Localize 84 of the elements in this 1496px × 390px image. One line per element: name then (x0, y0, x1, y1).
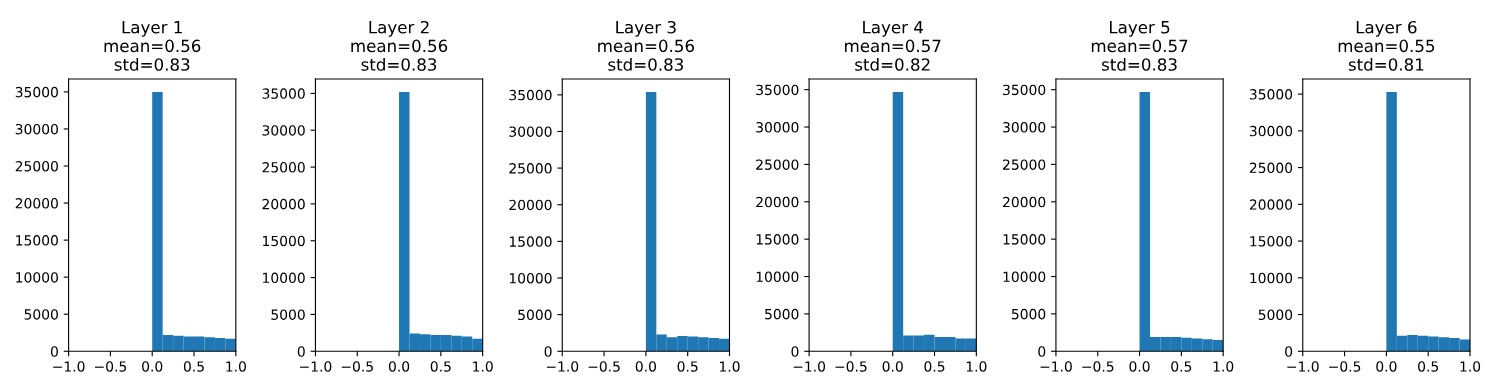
y-tick-label: 20000 (1003, 196, 1046, 208)
y-tick-label: 35000 (756, 84, 799, 96)
x-tick-label: 1.0 (1213, 361, 1234, 372)
y-tick-label: 25000 (1003, 159, 1046, 170)
y-tick-label: 5000 (271, 309, 305, 320)
x-tick-label: 1.0 (1460, 361, 1481, 372)
x-tick-label: 1.0 (473, 361, 493, 372)
y-tick-label: 0 (297, 346, 305, 357)
x-tick-label: 0.0 (142, 361, 163, 372)
y-tick-label: 15000 (263, 235, 305, 247)
chart-title: Layer 4 mean=0.57 std=0.82 (845, 21, 941, 71)
y-tick-label: 25000 (262, 162, 305, 173)
chart-title: Layer 1 mean=0.56 std=0.83 (104, 21, 201, 71)
y-tick-label: 20000 (1249, 199, 1293, 210)
x-tick-label: 1.0 (719, 361, 740, 372)
y-tick-label: 20000 (756, 196, 799, 208)
y-tick-label: 10000 (509, 272, 552, 284)
x-tick-label: −1.0 (300, 361, 332, 372)
y-tick-label: 35000 (262, 88, 305, 99)
y-tick-label: 20000 (262, 198, 305, 210)
x-tick-label: 0.5 (677, 361, 698, 372)
y-tick-label: 35000 (509, 89, 552, 101)
y-tick-label: 0 (544, 346, 552, 357)
y-tick-label: 15000 (1003, 234, 1046, 245)
x-tick-label: −1.0 (546, 361, 579, 372)
x-tick-label: −1.0 (1287, 361, 1319, 372)
chart-title: Layer 2 mean=0.56 std=0.83 (351, 20, 448, 71)
y-tick-label: 25000 (509, 163, 552, 174)
y-tick-label: 35000 (15, 86, 58, 98)
y-tick-label: 15000 (509, 236, 552, 247)
y-tick-label: 10000 (16, 272, 58, 283)
y-tick-label: 35000 (1249, 89, 1293, 100)
x-tick-label: −1.0 (53, 361, 85, 372)
y-tick-label: 0 (791, 346, 799, 357)
y-tick-label: 20000 (509, 199, 552, 211)
y-tick-label: 35000 (1003, 84, 1046, 96)
chart-title: Layer 3 mean=0.56 std=0.83 (598, 20, 694, 71)
x-tick-label: −0.5 (1329, 361, 1361, 372)
y-tick-label: 10000 (1003, 271, 1046, 282)
x-tick-label: 0.0 (1376, 361, 1397, 372)
y-tick-label: 5000 (1011, 308, 1046, 320)
y-tick-label: 30000 (509, 126, 552, 137)
x-tick-label: −0.5 (1082, 361, 1114, 372)
x-tick-label: 1.0 (966, 361, 987, 372)
y-tick-label: 30000 (1249, 125, 1293, 137)
x-tick-label: 0.0 (635, 361, 656, 372)
x-tick-label: 0.0 (388, 361, 410, 372)
x-tick-label: −0.5 (95, 361, 127, 372)
x-tick-label: 0.5 (183, 361, 204, 372)
x-tick-label: −1.0 (793, 361, 826, 372)
y-tick-label: 15000 (16, 235, 58, 246)
y-tick-label: 5000 (24, 309, 58, 320)
x-tick-label: −0.5 (341, 361, 373, 372)
y-tick-label: 5000 (765, 308, 799, 320)
y-tick-label: 20000 (15, 198, 58, 209)
y-tick-label: 0 (1285, 346, 1293, 357)
x-tick-label: 0.0 (1129, 361, 1150, 372)
y-tick-label: 15000 (1250, 236, 1293, 247)
y-tick-label: 0 (50, 346, 58, 357)
y-tick-label: 0 (1038, 346, 1046, 357)
y-tick-label: 10000 (263, 272, 305, 284)
chart-title: Layer 5 mean=0.57 std=0.83 (1091, 21, 1188, 71)
y-tick-label: 10000 (756, 271, 799, 282)
y-tick-label: 5000 (518, 309, 552, 321)
x-tick-label: 0.0 (882, 361, 903, 372)
x-tick-label: 0.5 (924, 361, 945, 372)
y-tick-label: 30000 (1003, 122, 1046, 133)
y-tick-label: 15000 (756, 234, 799, 245)
x-tick-label: 0.5 (430, 361, 451, 372)
x-tick-label: 1.0 (226, 361, 246, 372)
y-tick-label: 5000 (1258, 309, 1293, 321)
y-tick-label: 25000 (15, 160, 58, 172)
x-tick-label: −1.0 (1040, 361, 1072, 372)
y-tick-label: 25000 (756, 159, 799, 170)
y-tick-label: 10000 (1250, 272, 1293, 284)
chart-title: Layer 6 mean=0.55 std=0.81 (1338, 20, 1435, 71)
x-tick-label: 0.5 (1171, 361, 1192, 372)
x-tick-label: −0.5 (835, 361, 867, 372)
y-tick-label: 25000 (1249, 162, 1293, 174)
y-tick-label: 30000 (15, 123, 58, 135)
x-tick-label: 0.5 (1418, 361, 1439, 372)
x-tick-label: −0.5 (588, 361, 620, 372)
y-tick-label: 30000 (756, 122, 799, 133)
y-tick-label: 30000 (262, 125, 305, 136)
